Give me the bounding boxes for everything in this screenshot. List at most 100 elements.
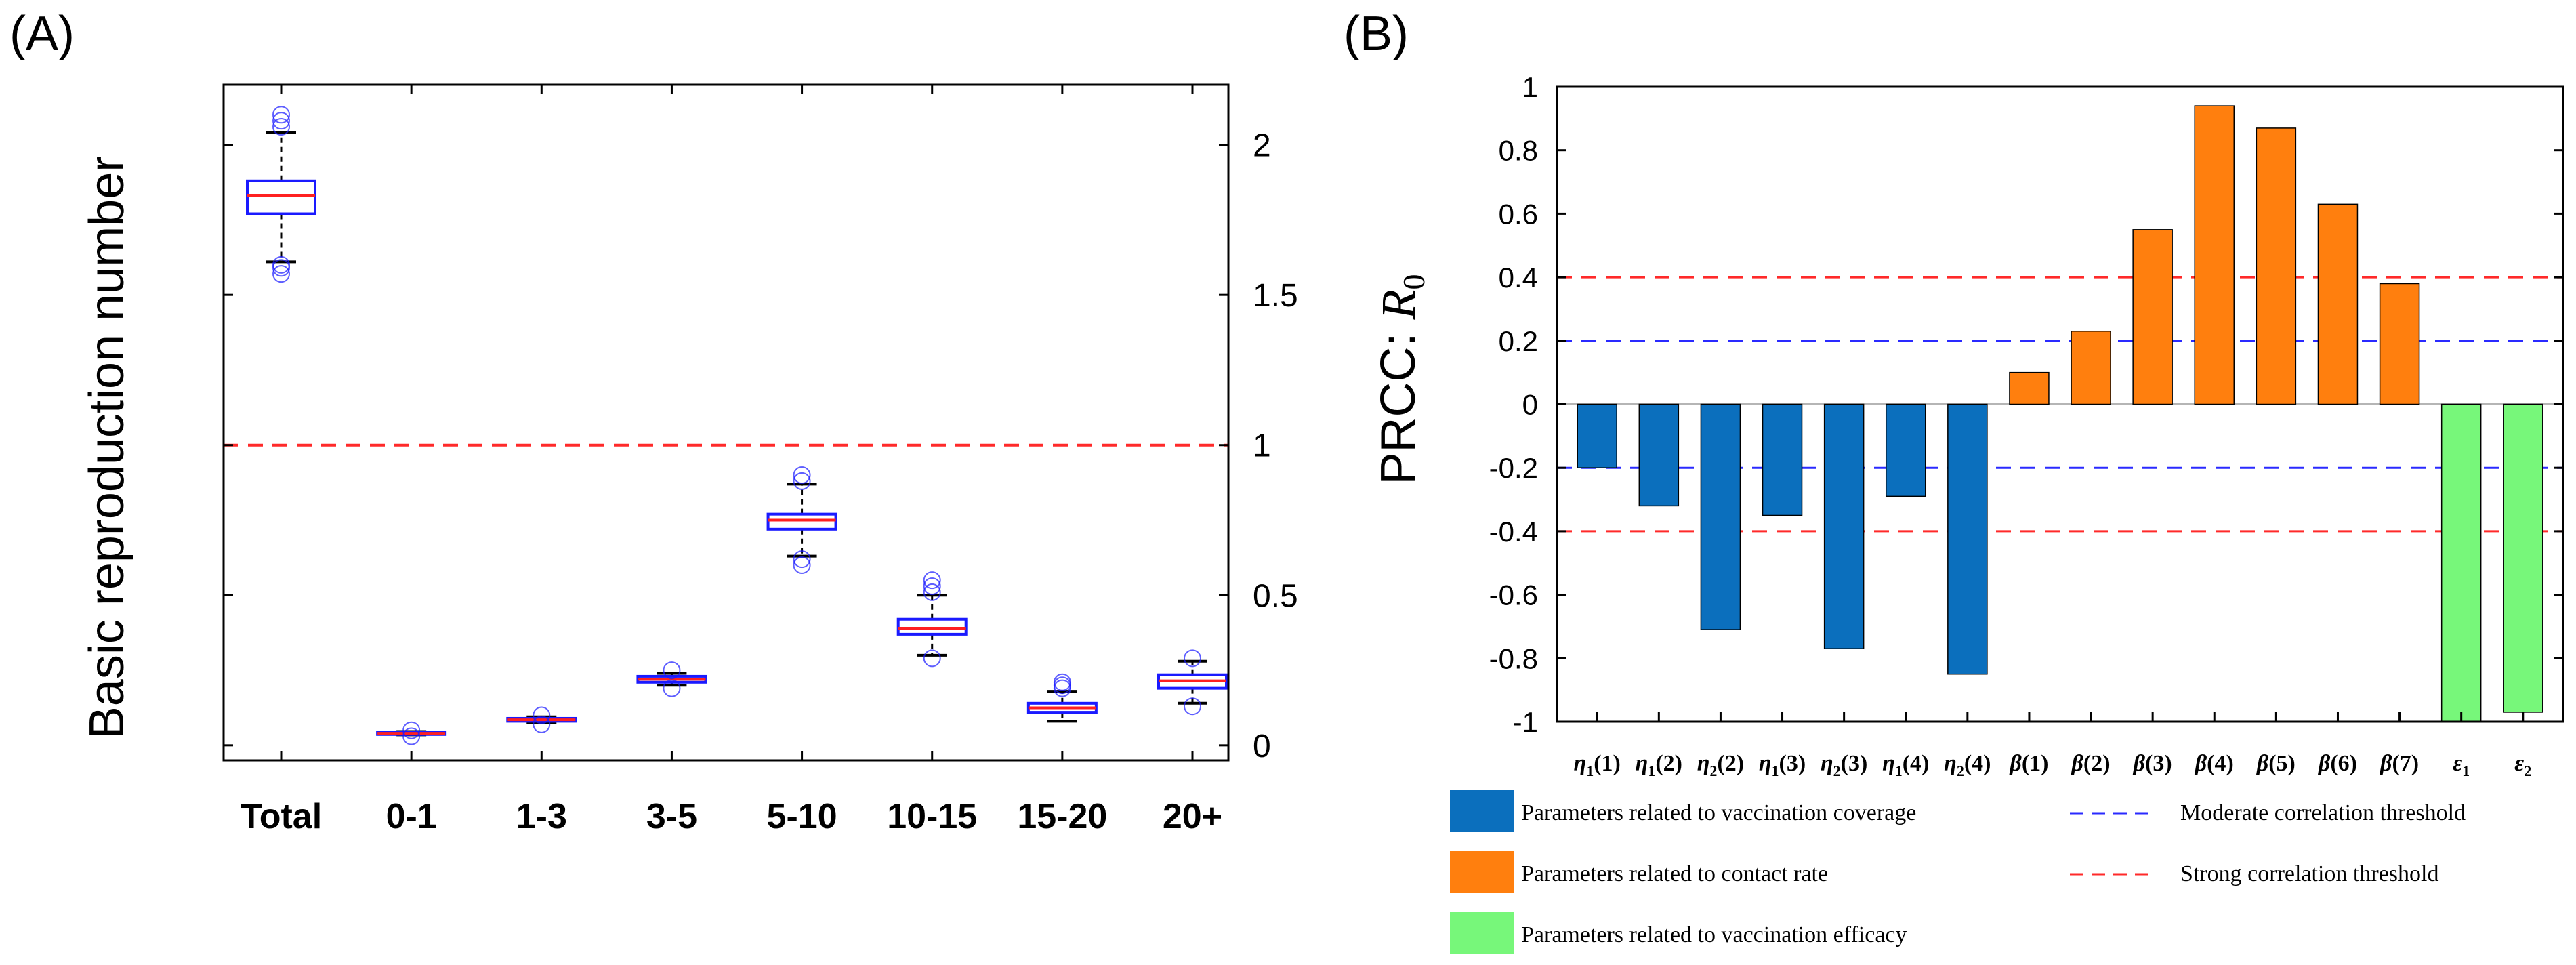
x-tick-argument: (3) bbox=[2145, 751, 2172, 776]
legend-swatch-coverage bbox=[1450, 790, 1514, 832]
x-tick-label: 0-1 bbox=[386, 797, 437, 836]
interquartile-box bbox=[896, 617, 968, 636]
x-tick-label: Total bbox=[241, 797, 322, 836]
interquartile-box bbox=[766, 512, 837, 531]
x-tick-subscript: 2 bbox=[2524, 762, 2531, 779]
panel-b: (B) PRCC: R0 -1-0.8-0.6-0.4-0.200.20.40.… bbox=[1344, 7, 2564, 954]
x-tick-argument: (6) bbox=[2330, 751, 2357, 776]
outlier-point bbox=[272, 112, 290, 130]
outlier-point bbox=[923, 577, 941, 595]
y-tick-label: 2 bbox=[1253, 128, 1271, 164]
outlier-point bbox=[272, 265, 290, 283]
x-tick-label: β(7) bbox=[2379, 751, 2419, 776]
y-tick-label: 1 bbox=[1522, 71, 1538, 103]
x-tick-subscript: 1 bbox=[1586, 762, 1594, 779]
bar-contact bbox=[2071, 330, 2111, 405]
outlier-point bbox=[663, 661, 681, 680]
bar-efficacy bbox=[2503, 403, 2543, 713]
outlier-point bbox=[923, 583, 941, 601]
x-tick-subscript: 1 bbox=[1648, 762, 1655, 779]
x-tick-symbol: η bbox=[1574, 751, 1587, 776]
x-tick-subscript: 1 bbox=[1895, 762, 1903, 779]
x-tick-argument: (1) bbox=[2022, 751, 2049, 776]
x-tick-symbol: ε bbox=[2453, 751, 2462, 776]
bar-contact bbox=[2317, 203, 2359, 405]
y-tick-label: 1.5 bbox=[1253, 278, 1298, 314]
bar-contact bbox=[2194, 105, 2235, 405]
outlier-point bbox=[533, 706, 551, 724]
x-tick-label: η2(2) bbox=[1697, 751, 1744, 779]
box-Total bbox=[246, 106, 316, 283]
legend-label-strong: Strong correlation threshold bbox=[2180, 861, 2438, 886]
x-tick-label: β(3) bbox=[2132, 751, 2172, 776]
y-tick-label: 1 bbox=[1253, 428, 1271, 464]
x-tick-symbol: β bbox=[2317, 751, 2331, 776]
panel-b-legend: Parameters related to vaccination covera… bbox=[1450, 790, 2466, 954]
legend-label-coverage: Parameters related to vaccination covera… bbox=[1521, 800, 1916, 825]
x-tick-argument: (2) bbox=[1655, 751, 1682, 776]
x-tick-symbol: η bbox=[1882, 751, 1895, 776]
box-5-10 bbox=[766, 466, 837, 574]
panel-a: (A) Basic reproduction number 00.511.52 … bbox=[9, 7, 1298, 836]
x-tick-symbol: η bbox=[1821, 751, 1833, 776]
x-tick-argument: (4) bbox=[1903, 751, 1930, 776]
panel-b-label: (B) bbox=[1344, 7, 1409, 61]
x-tick-subscript: 2 bbox=[1957, 762, 1964, 779]
panel-b-ylabel: PRCC: R0 bbox=[1371, 274, 1431, 485]
y-tick-label: -0.2 bbox=[1489, 452, 1538, 484]
x-tick-argument: (2) bbox=[1717, 751, 1744, 776]
panel-a-label: (A) bbox=[9, 7, 75, 61]
y-tick-label: -0.8 bbox=[1489, 642, 1538, 674]
panel-b-ylabel-prefix: PRCC: bbox=[1371, 319, 1426, 485]
y-tick-label: -1 bbox=[1513, 706, 1538, 738]
x-tick-label: β(5) bbox=[2256, 751, 2295, 776]
x-tick-label: 15-20 bbox=[1017, 797, 1107, 836]
x-tick-symbol: η bbox=[1759, 751, 1772, 776]
x-tick-symbol: η bbox=[1636, 751, 1648, 776]
bar-contact bbox=[2256, 127, 2297, 405]
legend-label-contact: Parameters related to contact rate bbox=[1521, 861, 1828, 886]
x-tick-label: η2(4) bbox=[1944, 751, 1991, 779]
x-tick-argument: (4) bbox=[1964, 751, 1991, 776]
outlier-point bbox=[1053, 673, 1071, 691]
x-tick-argument: (1) bbox=[1594, 751, 1621, 776]
outlier-point bbox=[402, 727, 421, 745]
outlier-point bbox=[1184, 649, 1201, 668]
x-tick-symbol: β bbox=[2008, 751, 2022, 776]
outlier-point bbox=[923, 649, 941, 668]
x-tick-label: η1(1) bbox=[1574, 751, 1621, 779]
y-tick-label: 0 bbox=[1522, 389, 1538, 421]
x-tick-argument: (4) bbox=[2207, 751, 2234, 776]
x-tick-label: η1(4) bbox=[1882, 751, 1929, 779]
outlier-point bbox=[1184, 697, 1201, 716]
x-tick-argument: (3) bbox=[1779, 751, 1806, 776]
x-tick-label: 10-15 bbox=[887, 797, 977, 836]
outlier-point bbox=[793, 472, 811, 490]
x-tick-symbol: η bbox=[1697, 751, 1710, 776]
outlier-point bbox=[272, 118, 290, 136]
panel-a-plot-frame bbox=[222, 83, 1230, 762]
legend-swatch-contact bbox=[1450, 851, 1514, 893]
x-tick-label: β(1) bbox=[2008, 751, 2048, 776]
x-tick-symbol: β bbox=[2256, 751, 2269, 776]
outlier-point bbox=[272, 255, 290, 274]
x-tick-label: 1-3 bbox=[516, 797, 567, 836]
legend-label-moderate: Moderate correlation threshold bbox=[2180, 800, 2466, 825]
x-tick-label: η1(3) bbox=[1759, 751, 1806, 779]
x-tick-subscript: 2 bbox=[1833, 762, 1841, 779]
x-tick-symbol: η bbox=[1944, 751, 1957, 776]
outlier-point bbox=[272, 106, 290, 124]
box-3-5 bbox=[636, 661, 707, 697]
y-tick-label: 0.4 bbox=[1499, 262, 1538, 293]
interquartile-box bbox=[246, 179, 316, 215]
x-tick-label: 5-10 bbox=[767, 797, 837, 836]
legend-label-efficacy: Parameters related to vaccination effica… bbox=[1521, 922, 1907, 947]
y-tick-label: 0.5 bbox=[1253, 578, 1298, 614]
x-tick-label: 3-5 bbox=[646, 797, 697, 836]
x-tick-argument: (5) bbox=[2268, 751, 2295, 776]
panel-b-ylabel-symbol: R bbox=[1371, 289, 1426, 320]
box-20+ bbox=[1157, 649, 1228, 716]
x-tick-symbol: β bbox=[2194, 751, 2207, 776]
y-tick-label: 0.6 bbox=[1499, 198, 1538, 230]
x-tick-label: η1(2) bbox=[1636, 751, 1682, 779]
